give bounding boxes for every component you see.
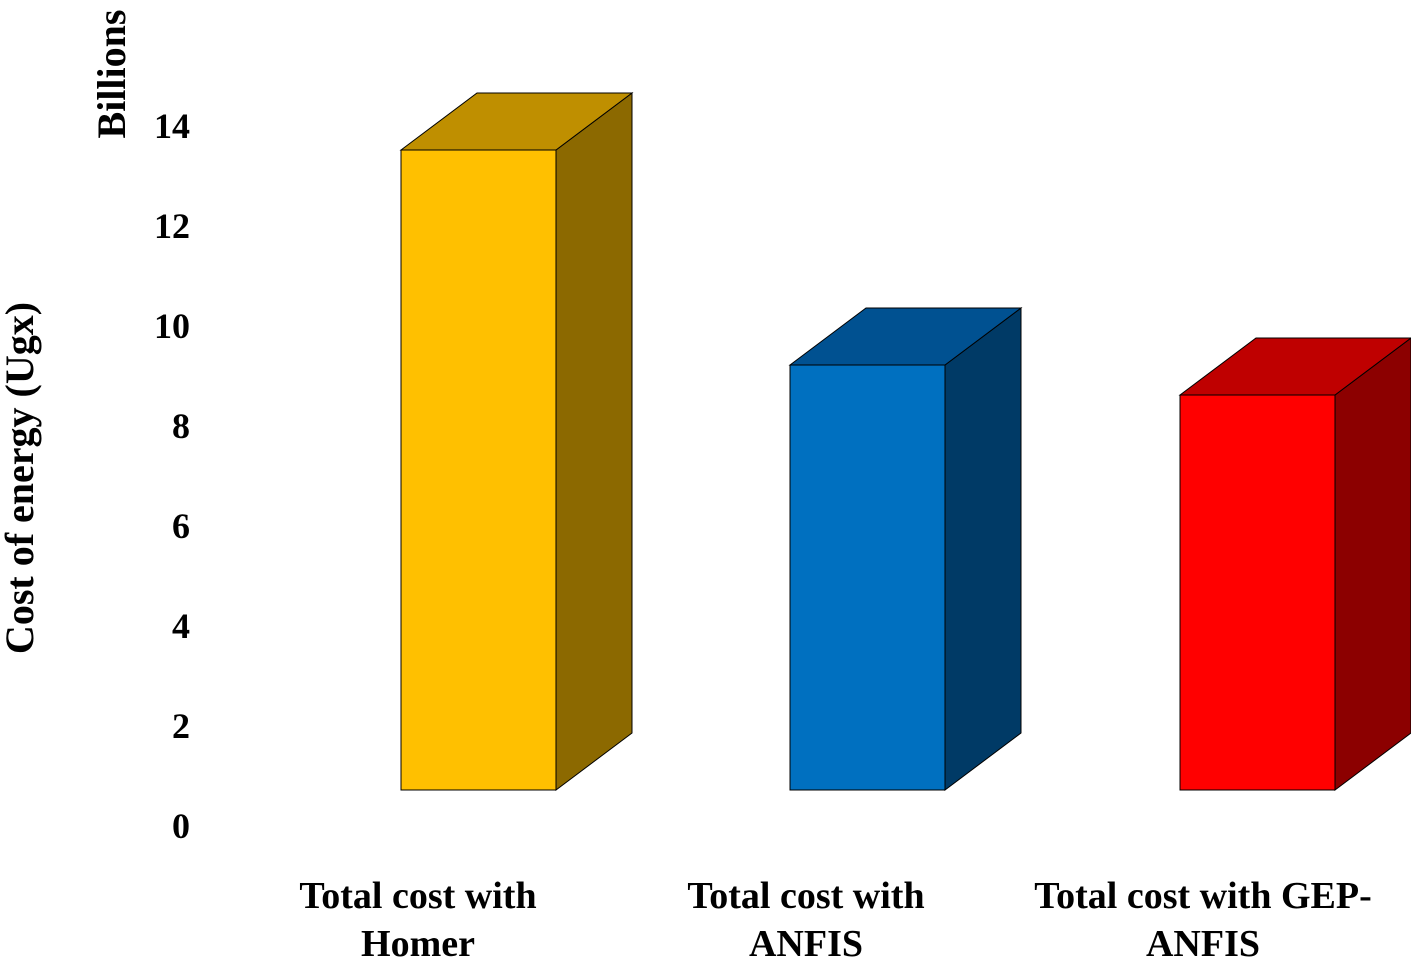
y-axis-label: Cost of energy (Ugx): [0, 302, 42, 654]
bar: [788, 307, 1023, 791]
category-labels: Total cost with Homer Total cost with ANFIS…: [299, 875, 1371, 958]
bar: [1178, 337, 1411, 791]
bar-front-face: [400, 149, 557, 791]
y-tick-label: 10: [154, 306, 190, 346]
category-label: Total cost with Homer: [299, 875, 536, 958]
y-unit-label: Billions: [89, 10, 134, 139]
bar: [399, 92, 634, 791]
category-label-line: Total cost with GEP-: [1034, 875, 1371, 917]
category-label-line: Total cost with: [687, 875, 924, 917]
category-label: Total cost with ANFIS: [687, 875, 924, 958]
bar-side-face: [1334, 337, 1411, 791]
y-tick-label: 6: [172, 506, 190, 546]
y-tick-label: 12: [154, 206, 190, 246]
bar-side-face: [555, 92, 633, 791]
y-tick-label: 14: [154, 106, 190, 146]
y-tick-label: 4: [172, 606, 190, 646]
category-label: Total cost with GEP- ANFIS: [1034, 875, 1371, 958]
y-tick-label: 2: [172, 706, 190, 746]
y-tick-label: 0: [172, 806, 190, 846]
category-label-line: Total cost with: [299, 875, 536, 917]
bar-front-face: [789, 364, 946, 791]
category-label-line: Homer: [361, 923, 475, 958]
bar-side-face: [944, 307, 1022, 791]
bars-group: [399, 92, 1411, 791]
y-tick-labels: 0 2 4 6 8 10 12 14: [154, 106, 190, 846]
y-tick-label: 8: [172, 406, 190, 446]
bar-front-face: [1179, 394, 1336, 791]
category-label-line: ANFIS: [749, 923, 863, 958]
category-label-line: ANFIS: [1146, 923, 1260, 958]
